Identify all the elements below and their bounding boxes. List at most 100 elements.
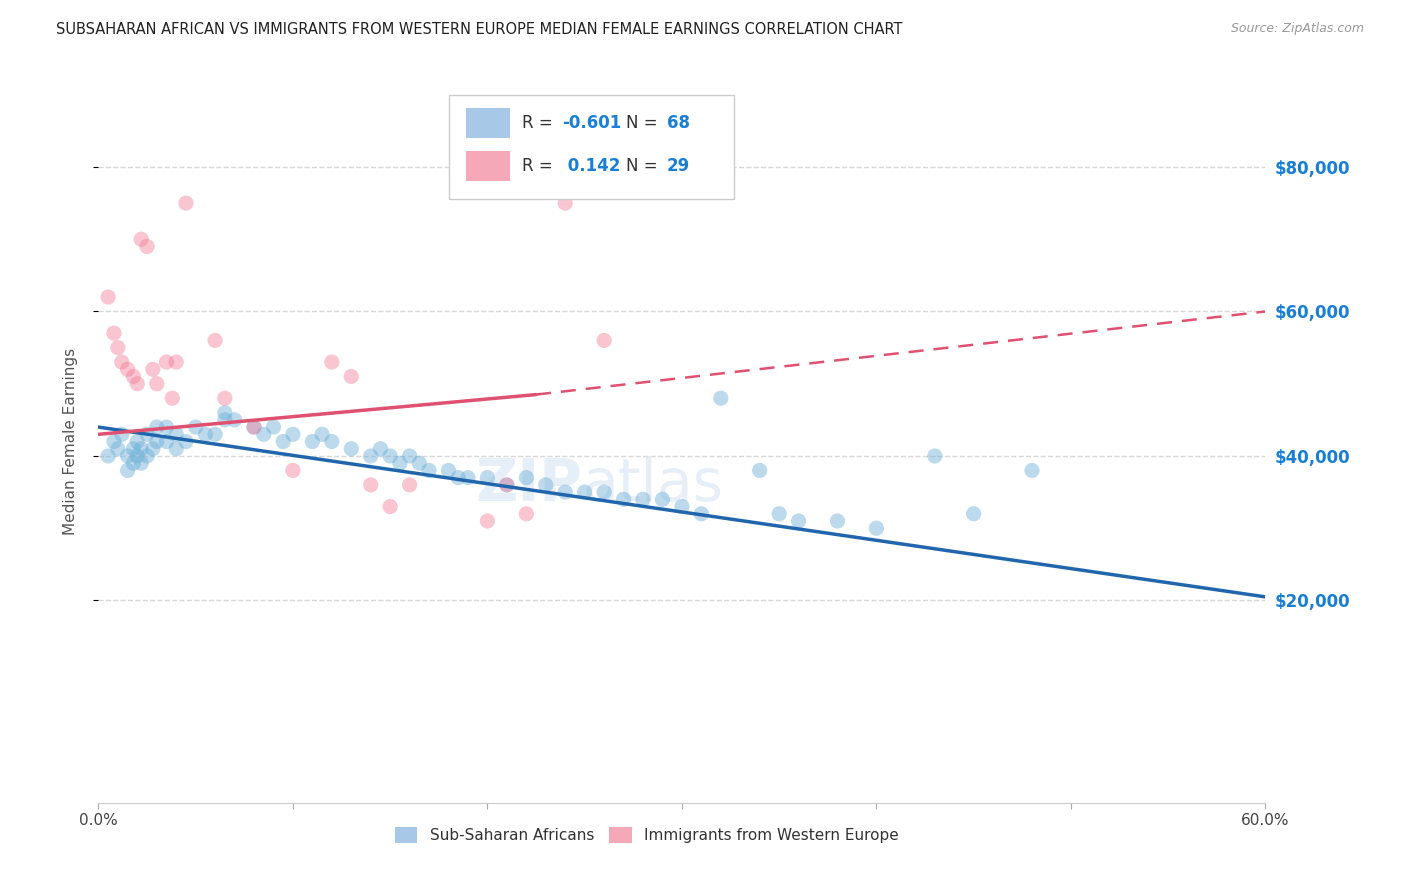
Point — [651, 492, 673, 507]
Point — [142, 442, 165, 456]
Point — [554, 485, 576, 500]
Text: -0.601: -0.601 — [562, 114, 621, 132]
Point — [174, 434, 197, 449]
Point — [146, 376, 169, 391]
Point — [408, 456, 430, 470]
Point — [398, 449, 420, 463]
Point — [204, 427, 226, 442]
Point — [380, 500, 402, 514]
Point — [146, 420, 169, 434]
FancyBboxPatch shape — [449, 95, 734, 200]
Point — [398, 478, 420, 492]
Point — [301, 434, 323, 449]
Point — [962, 507, 984, 521]
Point — [515, 507, 537, 521]
Point — [787, 514, 810, 528]
Point — [710, 391, 733, 405]
Point — [690, 507, 713, 521]
Point — [477, 514, 499, 528]
Point — [127, 434, 149, 449]
Point — [613, 492, 636, 507]
Point — [165, 427, 187, 442]
Point — [103, 326, 125, 340]
Point — [224, 413, 246, 427]
Point — [827, 514, 849, 528]
Point — [117, 449, 139, 463]
Point — [593, 334, 616, 348]
Point — [214, 406, 236, 420]
Point — [117, 463, 139, 477]
Point — [253, 427, 276, 442]
Point — [554, 196, 576, 211]
Text: ZIP: ZIP — [475, 457, 582, 514]
Point — [165, 355, 187, 369]
Point — [165, 442, 187, 456]
Point — [129, 442, 152, 456]
Point — [142, 362, 165, 376]
Point — [865, 521, 887, 535]
Point — [214, 391, 236, 405]
Point — [122, 442, 145, 456]
Point — [155, 434, 177, 449]
Point — [447, 470, 470, 484]
Point — [671, 500, 693, 514]
Point — [107, 341, 129, 355]
Point — [162, 391, 184, 405]
Point — [631, 492, 654, 507]
Point — [97, 449, 120, 463]
Point — [574, 485, 596, 500]
Point — [243, 420, 266, 434]
Point — [340, 442, 363, 456]
Point — [174, 196, 197, 211]
Point — [768, 507, 790, 521]
Point — [136, 449, 159, 463]
Text: 29: 29 — [666, 157, 690, 175]
Text: Source: ZipAtlas.com: Source: ZipAtlas.com — [1230, 22, 1364, 36]
Text: 0.142: 0.142 — [562, 157, 620, 175]
Point — [262, 420, 284, 434]
Point — [496, 478, 519, 492]
Point — [360, 478, 382, 492]
Point — [380, 449, 402, 463]
Point — [136, 427, 159, 442]
Y-axis label: Median Female Earnings: Median Female Earnings — [63, 348, 77, 535]
Point — [1021, 463, 1043, 477]
Point — [281, 463, 304, 477]
Point — [437, 463, 460, 477]
Point — [271, 434, 294, 449]
Point — [111, 355, 134, 369]
Point — [184, 420, 207, 434]
Point — [360, 449, 382, 463]
Point — [281, 427, 304, 442]
Point — [534, 478, 557, 492]
Point — [97, 290, 120, 304]
FancyBboxPatch shape — [465, 108, 510, 138]
Point — [321, 355, 343, 369]
Point — [340, 369, 363, 384]
Point — [122, 369, 145, 384]
Text: atlas: atlas — [582, 457, 724, 514]
Point — [748, 463, 770, 477]
Text: 68: 68 — [666, 114, 690, 132]
Point — [214, 413, 236, 427]
Point — [496, 478, 519, 492]
Point — [103, 434, 125, 449]
Point — [388, 456, 411, 470]
Point — [146, 434, 169, 449]
FancyBboxPatch shape — [465, 151, 510, 181]
Point — [593, 485, 616, 500]
Point — [243, 420, 266, 434]
Point — [155, 420, 177, 434]
Point — [129, 456, 152, 470]
Text: R =: R = — [522, 114, 558, 132]
Point — [127, 376, 149, 391]
Point — [418, 463, 440, 477]
Point — [127, 449, 149, 463]
Point — [321, 434, 343, 449]
Point — [136, 239, 159, 253]
Point — [122, 456, 145, 470]
Point — [194, 427, 217, 442]
Point — [370, 442, 392, 456]
Point — [457, 470, 479, 484]
Point — [477, 470, 499, 484]
